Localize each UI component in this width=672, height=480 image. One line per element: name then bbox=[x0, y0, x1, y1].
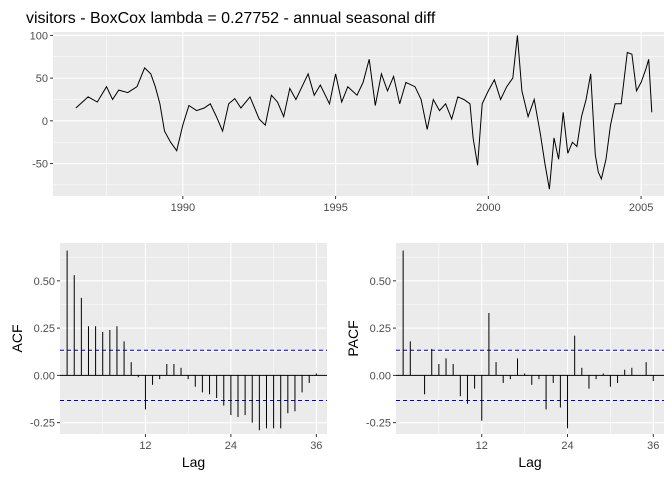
pacf-panel: 12 24 36 -0.25 0.00 0.25 0.50 Lag PACF bbox=[345, 243, 664, 470]
x-tick-label: 2000 bbox=[476, 202, 500, 214]
y-axis-title: PACF bbox=[345, 320, 361, 356]
y-tick-label: 0.00 bbox=[370, 370, 391, 382]
panel-background bbox=[396, 243, 664, 434]
acf-panel: 12 24 36 -0.25 0.00 0.25 0.50 Lag ACF bbox=[9, 243, 327, 470]
time-series-panel: 1990 1995 2000 2005 -50 0 50 100 bbox=[30, 30, 664, 214]
y-tick-label: 0 bbox=[42, 116, 48, 128]
x-tick-label: 36 bbox=[310, 440, 322, 452]
x-axis-title: Lag bbox=[182, 454, 205, 470]
y-tick-label: 0.50 bbox=[34, 276, 55, 288]
y-tick-label: 100 bbox=[30, 30, 48, 42]
y-tick-label: -0.25 bbox=[366, 418, 391, 430]
y-axis-title: ACF bbox=[9, 325, 25, 353]
x-tick-label: 1995 bbox=[323, 202, 347, 214]
x-axis-title: Lag bbox=[518, 454, 541, 470]
y-tick-label: 0.25 bbox=[34, 323, 55, 335]
y-tick-label: -50 bbox=[32, 159, 48, 171]
x-tick-label: 12 bbox=[139, 440, 151, 452]
y-tick-label: 0.00 bbox=[34, 370, 55, 382]
y-tick-label: 0.25 bbox=[370, 323, 391, 335]
panel-background bbox=[53, 32, 664, 196]
series-line bbox=[75, 35, 653, 190]
panel-background bbox=[60, 243, 327, 434]
y-tick-label: -0.25 bbox=[30, 418, 55, 430]
chart-title: visitors - BoxCox lambda = 0.27752 - ann… bbox=[26, 10, 436, 27]
x-tick-label: 24 bbox=[225, 440, 237, 452]
y-tick-label: 0.50 bbox=[370, 276, 391, 288]
y-tick-label: 50 bbox=[36, 73, 48, 85]
x-tick-label: 24 bbox=[561, 440, 573, 452]
x-tick-label: 12 bbox=[476, 440, 488, 452]
x-tick-label: 2005 bbox=[629, 202, 653, 214]
x-tick-label: 36 bbox=[647, 440, 659, 452]
x-tick-label: 1990 bbox=[171, 202, 195, 214]
